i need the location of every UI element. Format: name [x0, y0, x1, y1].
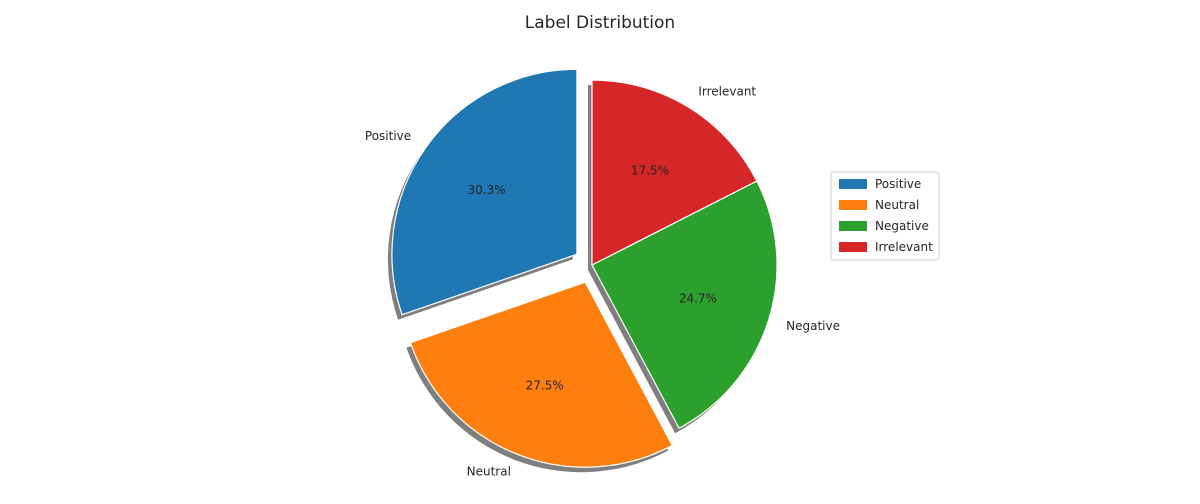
slice-neutral [409, 281, 673, 468]
legend-label-positive: Positive [875, 177, 921, 191]
legend-frame [830, 171, 940, 261]
legend-label-neutral: Neutral [875, 198, 919, 212]
chart-title: Label Distribution [525, 13, 675, 33]
legend-label-negative: Negative [875, 219, 929, 233]
category-label-negative: Negative [786, 319, 840, 333]
percent-label-positive: 30.3% [467, 183, 505, 197]
category-label-neutral: Neutral [467, 465, 511, 479]
legend-label-irrelevant: Irrelevant [875, 240, 933, 254]
percent-label-neutral: 27.5% [526, 379, 564, 393]
legend-swatch-neutral [839, 200, 867, 210]
slice-positive [391, 68, 578, 316]
legend-swatch-positive [839, 179, 867, 189]
percent-label-irrelevant: 17.5% [631, 163, 669, 177]
percent-label-negative: 24.7% [679, 291, 717, 305]
legend: Positive Neutral Negative Irrelevant [830, 171, 940, 261]
legend-swatch-irrelevant [839, 242, 867, 252]
slice-negative [591, 180, 778, 429]
pie-slices [391, 68, 778, 468]
category-label-irrelevant: Irrelevant [698, 84, 756, 98]
category-label-positive: Positive [365, 129, 411, 143]
slice-labels: 30.3% Positive 27.5% Neutral 24.7% Negative 17… [365, 84, 840, 478]
legend-swatch-negative [839, 221, 867, 231]
slice-irrelevant [591, 79, 758, 266]
